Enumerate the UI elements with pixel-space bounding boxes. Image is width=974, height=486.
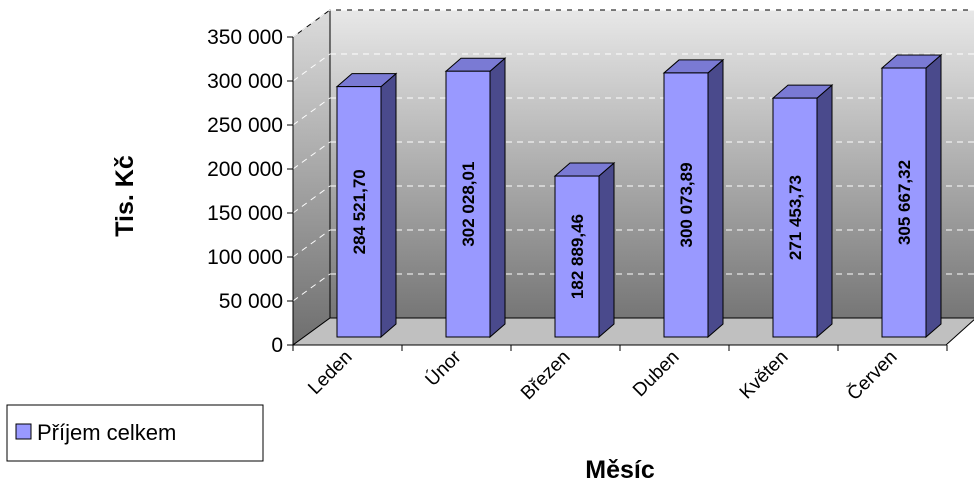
chart-back-wall [329,9,974,319]
bar-front [336,86,382,338]
y-tick-labels: 0 50 000 100 000 150 000 200 000 250 000 300 0… [207,26,283,357]
legend-swatch [15,423,32,440]
bar: 305 667,32 [880,53,943,339]
chart-side-wall [292,9,331,346]
x-category-label: Březen [517,347,574,404]
data-label: 271 453,73 [786,175,805,260]
data-label: 284 521,70 [350,169,369,254]
x-axis-title: Měsíc [585,456,655,484]
x-category-label: Květen [736,347,793,404]
x-category-label: Únor [421,346,466,391]
bar: 284 521,70 [335,72,398,339]
bar: 300 073,89 [662,58,725,339]
y-tick-label: 200 000 [207,158,283,181]
gridline-side [292,185,331,214]
y-tick-label: 250 000 [207,114,283,137]
bar-front [554,175,600,338]
gridline-side [292,53,331,82]
y-tick-label: 300 000 [207,70,283,93]
gridline-side [292,273,331,302]
bar-front [663,72,709,338]
bar: 182 889,46 [553,161,616,339]
data-label: 302 028,01 [459,162,478,247]
gridline-side [292,97,331,126]
x-category-label: Červen [843,346,902,405]
gridlines [292,9,974,302]
gridline-side [292,9,331,38]
bar-side [925,53,942,339]
legend-box [6,404,264,462]
gridline-side [292,141,331,170]
y-tick-label: 0 [271,334,283,357]
bar-front [445,70,491,338]
y-tick-label: 100 000 [207,246,283,269]
y-tick-label: 150 000 [207,202,283,225]
x-category-labels: Leden Únor Březen Duben Květen Červen [304,346,901,405]
data-label: 182 889,46 [568,214,587,299]
y-tick-label: 50 000 [219,290,283,313]
bars: 284 521,70 302 028,01 182 889,46 300 073,89… [335,53,943,339]
x-category-label: Duben [629,347,683,401]
gridline-side [292,229,331,258]
bar: 271 453,73 [771,84,834,339]
bar-side [816,84,833,339]
bar-side [489,57,506,339]
y-tick-label: 350 000 [207,26,283,49]
data-label: 300 073,89 [677,162,696,247]
data-label: 305 667,32 [895,160,914,245]
legend: Příjem celkem [6,404,264,462]
y-axis-title: Tis. Kč [111,155,139,237]
bar-side [380,72,397,339]
bar-side [707,58,724,339]
bar-front [772,97,818,338]
legend-label: Příjem celkem [37,420,176,445]
bar-side [598,161,615,339]
bar-front [881,67,927,338]
axes [287,36,948,351]
bar: 302 028,01 [444,57,507,339]
x-category-label: Leden [304,347,356,399]
